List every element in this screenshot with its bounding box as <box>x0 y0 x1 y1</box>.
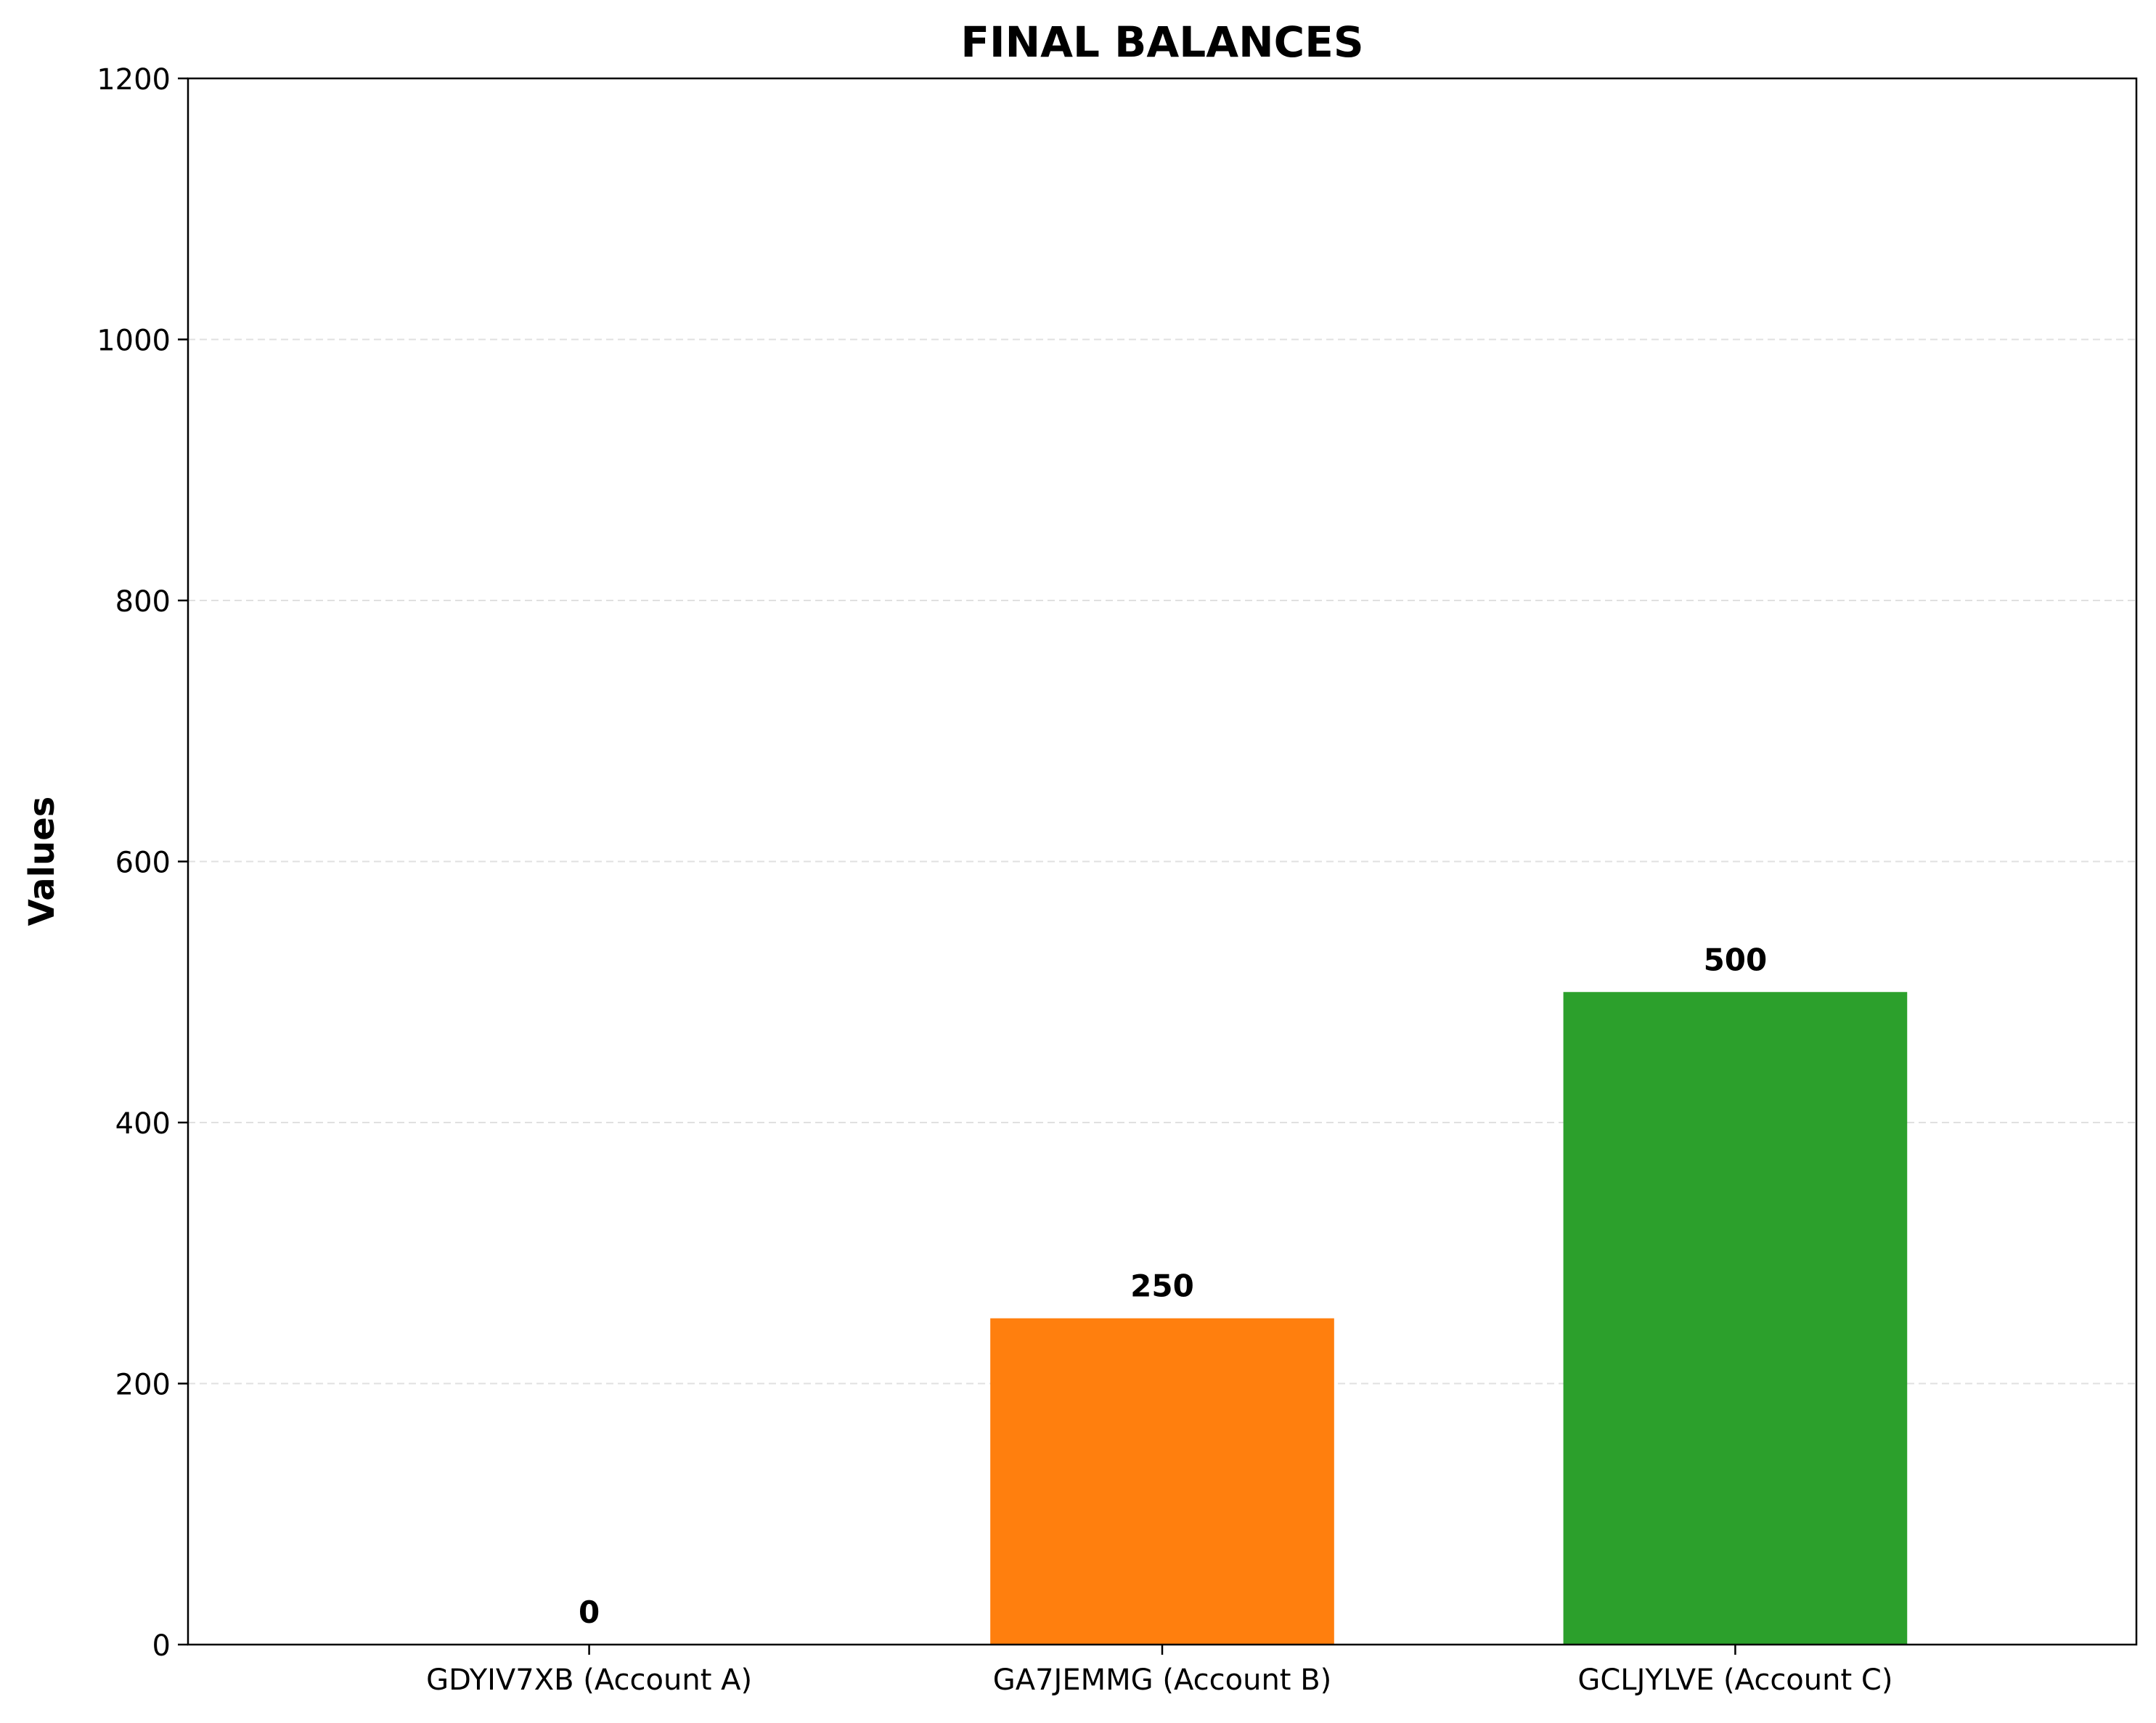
data-labels: 0 250 500 <box>579 942 1767 1630</box>
x-tick-label: GDYIV7XB (Account A) <box>426 1663 752 1697</box>
x-tick-label: GA7JEMMG (Account B) <box>993 1663 1331 1697</box>
y-tick-label: 1200 <box>97 63 171 97</box>
data-label: 250 <box>1130 1268 1194 1304</box>
chart-title: FINAL BALANCES <box>960 17 1363 67</box>
x-axis-ticks: GDYIV7XB (Account A) GA7JEMMG (Account B)… <box>426 1645 1892 1697</box>
x-tick-label: GCLJYLVE (Account C) <box>1577 1663 1892 1697</box>
y-tick-label: 200 <box>115 1369 171 1402</box>
y-axis-ticks: 0 200 400 600 800 1000 1200 <box>97 63 188 1663</box>
bars <box>990 992 1908 1645</box>
y-axis-label: Values <box>22 797 62 926</box>
data-label: 0 <box>579 1594 600 1630</box>
y-tick-label: 600 <box>115 847 171 880</box>
y-tick-label: 400 <box>115 1107 171 1141</box>
y-tick-label: 0 <box>152 1629 171 1663</box>
bar <box>990 1318 1334 1645</box>
data-label: 500 <box>1704 942 1768 977</box>
y-tick-label: 1000 <box>97 325 171 358</box>
y-tick-label: 800 <box>115 585 171 619</box>
bar <box>1563 992 1908 1645</box>
